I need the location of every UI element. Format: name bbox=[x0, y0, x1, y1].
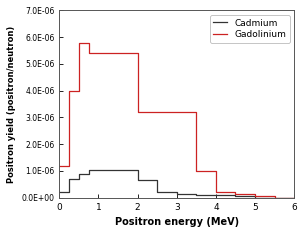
Gadolinium bbox=[67, 89, 71, 92]
Cadmium bbox=[77, 178, 81, 180]
Gadolinium bbox=[97, 52, 100, 55]
Gadolinium bbox=[214, 169, 218, 172]
Gadolinium bbox=[273, 195, 276, 198]
Cadmium bbox=[195, 192, 198, 195]
Cadmium bbox=[234, 195, 237, 198]
Cadmium bbox=[136, 179, 140, 182]
Cadmium bbox=[97, 168, 100, 171]
Gadolinium bbox=[136, 111, 140, 113]
Gadolinium bbox=[77, 41, 81, 44]
Gadolinium bbox=[57, 164, 61, 167]
Line: Cadmium: Cadmium bbox=[59, 170, 294, 198]
Gadolinium bbox=[292, 196, 296, 199]
Cadmium bbox=[116, 168, 120, 171]
Gadolinium bbox=[67, 164, 71, 167]
Y-axis label: Positron yield (positron/neutron): Positron yield (positron/neutron) bbox=[7, 26, 16, 183]
Gadolinium bbox=[77, 89, 81, 92]
Gadolinium bbox=[87, 41, 91, 44]
Cadmium bbox=[253, 195, 257, 198]
Cadmium bbox=[175, 192, 178, 195]
Gadolinium bbox=[253, 192, 257, 195]
Gadolinium bbox=[155, 111, 159, 113]
Cadmium bbox=[97, 168, 100, 171]
Gadolinium bbox=[195, 111, 198, 113]
Cadmium bbox=[273, 196, 276, 199]
Cadmium bbox=[87, 172, 91, 175]
Gadolinium bbox=[87, 52, 91, 55]
Gadolinium bbox=[175, 111, 178, 113]
Cadmium bbox=[155, 179, 159, 182]
Cadmium bbox=[155, 191, 159, 194]
Cadmium bbox=[292, 196, 296, 199]
Gadolinium bbox=[253, 195, 257, 198]
Gadolinium bbox=[155, 111, 159, 113]
Gadolinium bbox=[175, 111, 178, 113]
Cadmium bbox=[234, 194, 237, 196]
Cadmium bbox=[175, 191, 178, 194]
Gadolinium bbox=[136, 52, 140, 55]
Cadmium bbox=[77, 172, 81, 175]
Cadmium bbox=[116, 168, 120, 171]
Cadmium bbox=[67, 178, 71, 180]
Cadmium bbox=[136, 168, 140, 171]
Cadmium bbox=[67, 191, 71, 194]
X-axis label: Positron energy (MeV): Positron energy (MeV) bbox=[115, 217, 239, 227]
Cadmium bbox=[253, 196, 257, 199]
Line: Gadolinium: Gadolinium bbox=[59, 43, 294, 198]
Gadolinium bbox=[234, 191, 237, 194]
Gadolinium bbox=[116, 52, 120, 55]
Cadmium bbox=[195, 194, 198, 196]
Cadmium bbox=[214, 194, 218, 196]
Cadmium bbox=[57, 191, 61, 194]
Gadolinium bbox=[214, 191, 218, 194]
Gadolinium bbox=[97, 52, 100, 55]
Legend: Cadmium, Gadolinium: Cadmium, Gadolinium bbox=[210, 15, 290, 43]
Gadolinium bbox=[234, 192, 237, 195]
Gadolinium bbox=[116, 52, 120, 55]
Gadolinium bbox=[273, 196, 276, 199]
Cadmium bbox=[214, 194, 218, 196]
Cadmium bbox=[273, 196, 276, 199]
Cadmium bbox=[87, 168, 91, 171]
Gadolinium bbox=[195, 169, 198, 172]
